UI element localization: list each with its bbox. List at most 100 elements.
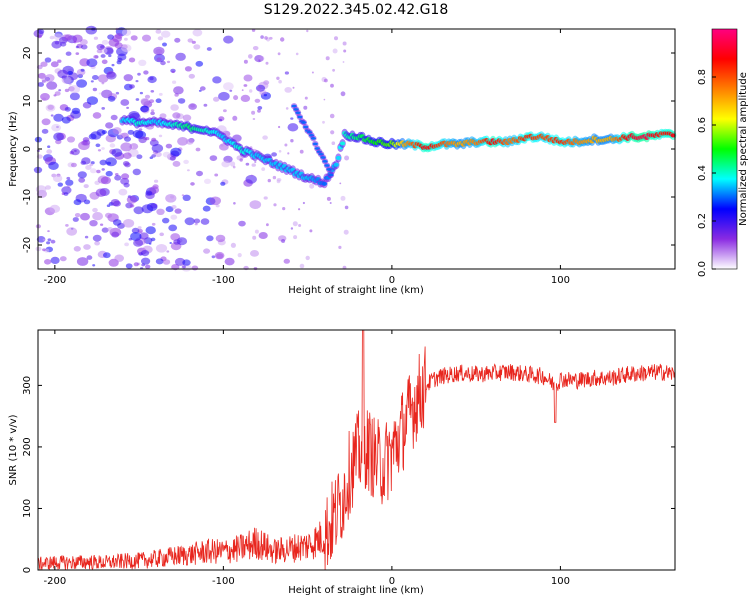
noise-blob (83, 244, 91, 250)
spectrogram-ytick-label: 10 (22, 95, 33, 108)
branch-mark (301, 121, 307, 124)
noise-blob (145, 137, 150, 141)
noise-blob (118, 188, 128, 196)
noise-blob (284, 143, 288, 147)
noise-blob (49, 35, 55, 40)
noise-blob (272, 175, 277, 180)
noise-blob (83, 199, 91, 205)
noise-blob (340, 91, 346, 97)
noise-blob (121, 28, 132, 36)
noise-blob (61, 186, 72, 195)
noise-blob (212, 76, 222, 84)
noise-blob (209, 155, 218, 162)
noise-blob (105, 122, 114, 129)
noise-blob (110, 114, 118, 121)
noise-blob (311, 71, 314, 74)
noise-blob (35, 185, 47, 194)
noise-blob (51, 40, 62, 49)
noise-blob (97, 74, 109, 83)
noise-blob (145, 264, 151, 269)
noise-blob (53, 113, 64, 122)
noise-blob (81, 157, 91, 165)
noise-blob (109, 143, 116, 148)
colorbar-ticks: 0.0 0.2 0.4 0.6 0.8 (697, 69, 716, 277)
noise-blob (287, 123, 299, 132)
snr-xtick-label: 0 (389, 576, 395, 587)
noise-blob (299, 263, 305, 269)
noise-blob (135, 80, 139, 83)
noise-blob (92, 264, 96, 267)
noise-blob (214, 173, 219, 177)
noise-blob (133, 206, 144, 215)
noise-blob (125, 263, 133, 269)
noise-blob (165, 143, 173, 149)
branch-mark (303, 125, 309, 129)
noise-blob (80, 44, 88, 50)
noise-blob (139, 91, 143, 95)
noise-blob (252, 235, 257, 240)
noise-blob (195, 147, 201, 152)
noise-blob (224, 257, 235, 266)
noise-blob (64, 34, 73, 41)
branch-mark (320, 156, 326, 159)
noise-blob (75, 45, 79, 49)
noise-blob (329, 113, 335, 119)
noise-blob (329, 202, 332, 204)
spectrogram-xtick-label: 100 (551, 275, 570, 286)
snr-ytick-label: 100 (22, 499, 33, 518)
noise-blob (101, 227, 109, 233)
noise-blob (278, 125, 281, 129)
noise-blob (69, 85, 81, 94)
snr-line (37, 329, 676, 571)
noise-blob (284, 87, 293, 93)
noise-blob (232, 165, 236, 169)
noise-blob (188, 103, 197, 110)
noise-blob (182, 259, 191, 266)
noise-blob (74, 213, 81, 218)
noise-blob (53, 94, 57, 97)
noise-blob (182, 265, 186, 269)
noise-blob (67, 70, 73, 76)
noise-blob (86, 58, 98, 67)
noise-blob (342, 61, 345, 63)
noise-blob (248, 54, 253, 59)
noise-blob (92, 87, 98, 92)
spectrogram-ytick-label: -10 (22, 189, 33, 205)
noise-blob (285, 107, 289, 110)
noise-blob (37, 82, 44, 87)
noise-blob (334, 36, 338, 41)
noise-blob (223, 35, 234, 44)
noise-blob (65, 224, 69, 227)
noise-blob (254, 229, 259, 234)
noise-blob (266, 223, 269, 227)
branch-mark (326, 168, 332, 171)
noise-blob (342, 41, 347, 46)
noise-blob (338, 245, 342, 249)
noise-blob (283, 258, 290, 264)
noise-blob (263, 93, 267, 97)
noise-blob (155, 98, 162, 103)
noise-blob (41, 76, 50, 83)
noise-blob (72, 217, 79, 222)
snr-marks (37, 329, 676, 571)
noise-blob (292, 86, 295, 89)
noise-blob (243, 59, 248, 64)
noise-blob (78, 177, 86, 183)
noise-blob (194, 223, 198, 226)
noise-blob (58, 89, 62, 92)
noise-blob (120, 99, 130, 106)
noise-blob (223, 109, 227, 113)
noise-blob (156, 208, 165, 215)
ridge-mark (340, 141, 346, 146)
noise-blob (130, 232, 142, 241)
noise-blob (123, 182, 130, 188)
noise-blob (84, 235, 89, 239)
noise-blob (261, 167, 266, 172)
noise-blob (137, 72, 141, 76)
noise-blob (184, 217, 195, 226)
spectrogram-xtick-label: -100 (212, 275, 235, 286)
noise-blob (147, 75, 157, 84)
colorbar-tick-label: 0.0 (697, 261, 708, 277)
noise-blob (57, 69, 69, 79)
noise-blob (218, 118, 223, 122)
